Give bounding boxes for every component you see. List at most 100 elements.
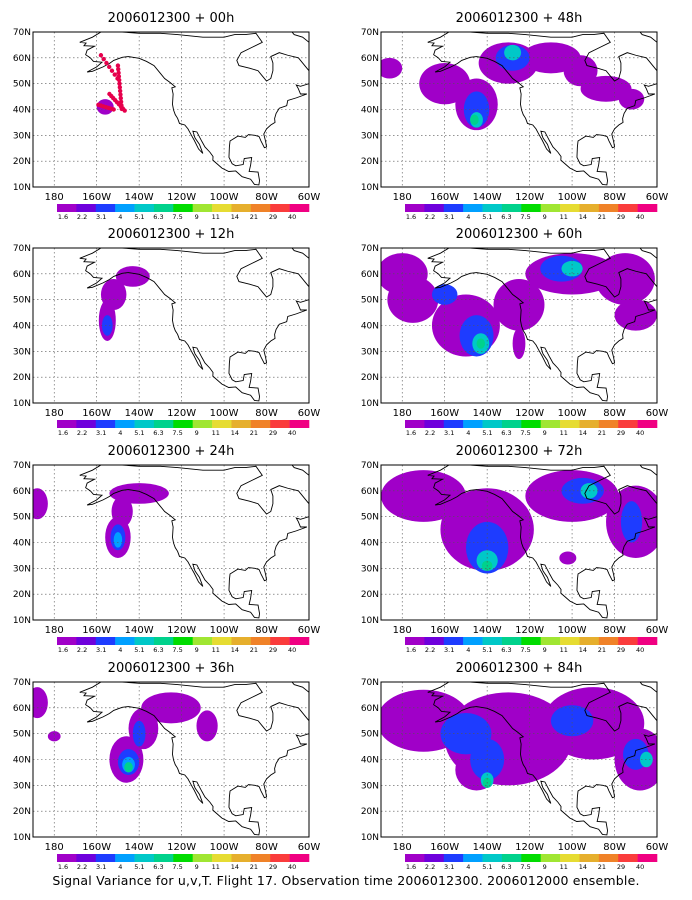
map-area — [381, 465, 657, 620]
dot-marker-icon — [117, 85, 123, 90]
latitude-label: 40N — [13, 539, 31, 549]
colorbar-label: 14 — [579, 213, 587, 221]
colorbar-label: 29 — [617, 429, 625, 437]
colorbar-label: 40 — [288, 863, 296, 871]
colorbar-segment — [270, 420, 290, 428]
latitude-label: 60N — [13, 270, 31, 280]
colorbar-label: 2.2 — [77, 863, 87, 871]
colorbar-segment — [463, 854, 483, 862]
colorbar-segment — [463, 204, 483, 212]
dot-marker-icon — [118, 95, 123, 101]
longitude-label: 80W — [603, 408, 626, 419]
longitude-label: 140W — [473, 625, 502, 636]
colorbar-segment — [521, 854, 541, 862]
latitude-label: 30N — [13, 781, 31, 791]
colorbar-label: 6.3 — [153, 863, 163, 871]
dot-marker-icon — [118, 92, 123, 97]
colorbar-label: 4 — [466, 863, 470, 871]
colorbar-segment — [443, 637, 464, 645]
colorbar-label: 6.3 — [501, 646, 511, 654]
variance-shading — [550, 705, 594, 737]
colorbar-segment — [501, 420, 522, 428]
colorbar-label: 2.2 — [77, 646, 87, 654]
colorbar-label: 29 — [617, 863, 625, 871]
colorbar-label: 9 — [543, 429, 547, 437]
colorbar-segment — [540, 204, 561, 212]
dot-marker-icon — [117, 88, 123, 94]
colorbar-segment — [521, 204, 541, 212]
panel-title: 2006012300 + 48h — [456, 11, 583, 26]
colorbar-segment — [270, 854, 290, 862]
dot-marker-icon — [104, 60, 109, 66]
variance-shading — [141, 692, 201, 724]
latitude-label: 10N — [361, 833, 379, 843]
coastline — [291, 465, 309, 476]
colorbar-label: 3.1 — [444, 213, 454, 221]
colorbar-label: 14 — [579, 429, 587, 437]
colorbar-label: 2.2 — [425, 213, 435, 221]
latitude-label: 70N — [13, 244, 31, 254]
longitude-label: 180 — [45, 408, 64, 419]
colorbar-segment — [618, 420, 638, 428]
latitude-label: 20N — [13, 807, 31, 817]
colorbar-segment — [424, 420, 445, 428]
longitude-label: 160W — [82, 408, 111, 419]
longitude-label: 160W — [82, 625, 111, 636]
colorbar-label: 1.6 — [406, 646, 416, 654]
latitude-label: 60N — [361, 270, 379, 280]
colorbar-segment — [598, 420, 619, 428]
map-area — [33, 248, 309, 403]
variance-shading — [387, 276, 439, 323]
colorbar-label: 5.1 — [134, 429, 144, 437]
map-area — [381, 248, 657, 403]
coastline — [427, 465, 657, 619]
latitude-label: 20N — [361, 373, 379, 383]
longitude-label: 140W — [473, 408, 502, 419]
latitude-label: 40N — [13, 756, 31, 766]
colorbar-label: 1.6 — [58, 646, 68, 654]
panel-title: 2006012300 + 36h — [108, 661, 235, 676]
colorbar-segment — [482, 637, 503, 645]
colorbar-label: 14 — [579, 646, 587, 654]
colorbar-label: 6.3 — [501, 213, 511, 221]
longitude-label: 60W — [298, 625, 321, 636]
latitude-label: 30N — [361, 564, 379, 574]
colorbar-segment — [463, 420, 483, 428]
longitude-label: 160W — [430, 625, 459, 636]
colorbar-label: 40 — [288, 429, 296, 437]
colorbar-label: 9 — [195, 213, 199, 221]
colorbar-segment — [579, 420, 600, 428]
dot-marker-icon — [117, 81, 122, 86]
map-frame — [32, 681, 310, 838]
variance-shading — [580, 75, 632, 102]
colorbar-segment — [618, 204, 638, 212]
colorbar-label: 7.5 — [520, 646, 530, 654]
colorbar-segment — [173, 204, 193, 212]
latitude-label: 30N — [361, 131, 379, 141]
colorbar-label: 40 — [288, 646, 296, 654]
colorbar-segment — [231, 204, 252, 212]
longitude-label: 180 — [45, 625, 64, 636]
colorbar-segment — [637, 854, 658, 862]
dot-marker-icon — [96, 102, 101, 108]
longitude-label: 60W — [646, 625, 669, 636]
variance-shading — [470, 114, 479, 126]
colorbar-label: 11 — [560, 429, 568, 437]
longitude-label: 80W — [603, 192, 626, 203]
colorbar-segment — [289, 204, 310, 212]
dot-marker-icon — [122, 108, 127, 113]
coastline — [291, 248, 309, 259]
colorbar-segment — [405, 420, 425, 428]
colorbar-label: 21 — [598, 863, 606, 871]
colorbar-segment — [134, 420, 155, 428]
coastline — [291, 682, 309, 693]
colorbar-segment — [501, 854, 522, 862]
dot-marker-icon — [115, 76, 120, 81]
map-area — [33, 32, 309, 187]
colorbar-label: 11 — [212, 429, 220, 437]
colorbar-segment — [250, 637, 271, 645]
colorbar-segment — [598, 204, 619, 212]
longitude-label: 120W — [167, 192, 196, 203]
colorbar-segment — [250, 204, 271, 212]
longitude-label: 60W — [646, 192, 669, 203]
